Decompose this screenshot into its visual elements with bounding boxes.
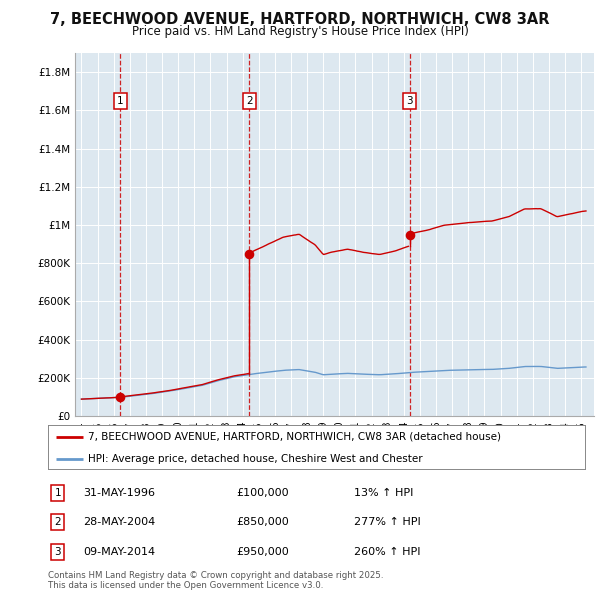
Text: 7, BEECHWOOD AVENUE, HARTFORD, NORTHWICH, CW8 3AR (detached house): 7, BEECHWOOD AVENUE, HARTFORD, NORTHWICH… xyxy=(88,432,501,442)
Text: 3: 3 xyxy=(55,547,61,557)
Text: HPI: Average price, detached house, Cheshire West and Chester: HPI: Average price, detached house, Ches… xyxy=(88,454,423,464)
Text: 13% ↑ HPI: 13% ↑ HPI xyxy=(354,488,413,497)
Text: Contains HM Land Registry data © Crown copyright and database right 2025.
This d: Contains HM Land Registry data © Crown c… xyxy=(48,571,383,590)
Point xyxy=(245,249,254,258)
Bar xyxy=(75,53,109,416)
Point xyxy=(116,392,125,402)
Text: 7, BEECHWOOD AVENUE, HARTFORD, NORTHWICH, CW8 3AR: 7, BEECHWOOD AVENUE, HARTFORD, NORTHWICH… xyxy=(50,12,550,27)
Text: 31-MAY-1996: 31-MAY-1996 xyxy=(83,488,155,497)
Text: 09-MAY-2014: 09-MAY-2014 xyxy=(83,547,155,557)
Text: 2: 2 xyxy=(246,96,253,106)
Text: 1: 1 xyxy=(55,488,61,497)
Text: 1: 1 xyxy=(117,96,124,106)
Text: 3: 3 xyxy=(406,96,413,106)
Text: £100,000: £100,000 xyxy=(236,488,289,497)
Text: 277% ↑ HPI: 277% ↑ HPI xyxy=(354,517,421,527)
Text: £950,000: £950,000 xyxy=(236,547,289,557)
Text: 260% ↑ HPI: 260% ↑ HPI xyxy=(354,547,421,557)
Point xyxy=(405,230,415,240)
Text: Price paid vs. HM Land Registry's House Price Index (HPI): Price paid vs. HM Land Registry's House … xyxy=(131,25,469,38)
Text: £850,000: £850,000 xyxy=(236,517,289,527)
Text: 2: 2 xyxy=(55,517,61,527)
Text: 28-MAY-2004: 28-MAY-2004 xyxy=(83,517,155,527)
